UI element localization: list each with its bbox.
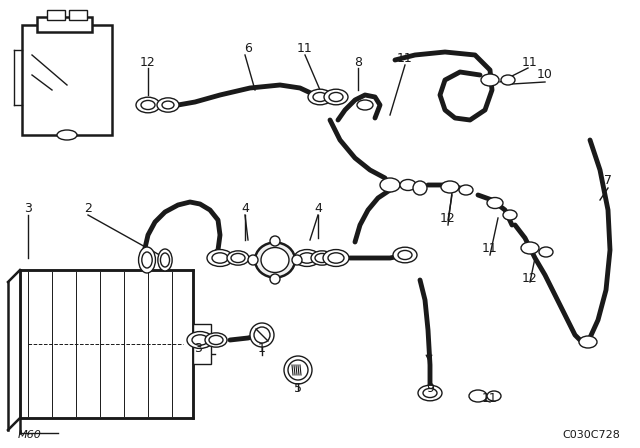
Ellipse shape [212, 253, 228, 263]
Text: 4: 4 [241, 202, 249, 215]
Ellipse shape [162, 101, 174, 109]
Ellipse shape [227, 251, 249, 265]
Text: 11: 11 [397, 52, 413, 65]
Ellipse shape [400, 180, 416, 190]
Text: 8: 8 [354, 56, 362, 69]
Ellipse shape [57, 130, 77, 140]
Ellipse shape [294, 250, 320, 267]
Ellipse shape [487, 391, 501, 401]
Ellipse shape [501, 75, 515, 85]
Ellipse shape [328, 253, 344, 263]
Circle shape [270, 236, 280, 246]
Text: 3: 3 [194, 341, 202, 354]
Ellipse shape [138, 247, 156, 273]
Text: 11: 11 [482, 392, 498, 405]
Ellipse shape [380, 178, 400, 192]
Circle shape [254, 327, 270, 343]
Ellipse shape [299, 253, 315, 263]
Ellipse shape [323, 250, 349, 267]
Ellipse shape [521, 242, 539, 254]
Text: 3: 3 [24, 202, 32, 215]
Text: 12: 12 [522, 271, 538, 284]
Ellipse shape [308, 89, 332, 105]
Ellipse shape [503, 210, 517, 220]
Ellipse shape [187, 332, 213, 349]
Ellipse shape [324, 89, 348, 105]
Circle shape [413, 181, 427, 195]
Ellipse shape [579, 336, 597, 348]
Ellipse shape [158, 249, 172, 271]
Circle shape [250, 323, 274, 347]
Ellipse shape [261, 247, 289, 272]
Circle shape [284, 356, 312, 384]
Ellipse shape [161, 253, 170, 267]
Ellipse shape [192, 335, 208, 345]
Text: 7: 7 [604, 173, 612, 186]
Text: 5: 5 [294, 382, 302, 395]
Ellipse shape [315, 254, 329, 263]
Ellipse shape [539, 247, 553, 257]
Circle shape [248, 255, 258, 265]
Text: 11: 11 [522, 56, 538, 69]
Circle shape [288, 360, 308, 380]
Ellipse shape [357, 100, 373, 110]
Ellipse shape [207, 250, 233, 267]
Text: 1: 1 [258, 341, 266, 354]
Ellipse shape [205, 333, 227, 347]
Ellipse shape [209, 336, 223, 345]
Ellipse shape [311, 251, 333, 265]
Ellipse shape [398, 250, 412, 259]
Ellipse shape [329, 92, 343, 102]
Ellipse shape [418, 385, 442, 401]
Bar [37, 17, 92, 32]
Ellipse shape [487, 198, 503, 208]
Ellipse shape [142, 252, 152, 268]
Text: 12: 12 [440, 211, 456, 224]
Text: 11: 11 [297, 42, 313, 55]
Circle shape [292, 255, 302, 265]
Text: M60: M60 [18, 430, 42, 440]
Text: C030C728: C030C728 [562, 430, 620, 440]
Text: 10: 10 [537, 69, 553, 82]
Text: 6: 6 [244, 42, 252, 55]
Ellipse shape [313, 92, 327, 102]
Bar [69, 10, 87, 20]
Circle shape [270, 274, 280, 284]
Text: 2: 2 [84, 202, 92, 215]
Bar [193, 324, 211, 364]
Ellipse shape [393, 247, 417, 263]
Ellipse shape [459, 185, 473, 195]
Text: 11: 11 [482, 241, 498, 254]
Ellipse shape [231, 254, 245, 263]
Text: 4: 4 [314, 202, 322, 215]
Ellipse shape [423, 388, 437, 397]
Ellipse shape [481, 74, 499, 86]
Bar [47, 10, 65, 20]
Ellipse shape [157, 98, 179, 112]
Ellipse shape [141, 100, 155, 110]
Ellipse shape [441, 181, 459, 193]
Ellipse shape [136, 97, 160, 113]
Ellipse shape [469, 390, 487, 402]
Bar [20, 270, 193, 418]
Ellipse shape [255, 242, 295, 277]
Text: 9: 9 [426, 382, 434, 395]
Bar [22, 25, 112, 135]
Text: 12: 12 [140, 56, 156, 69]
